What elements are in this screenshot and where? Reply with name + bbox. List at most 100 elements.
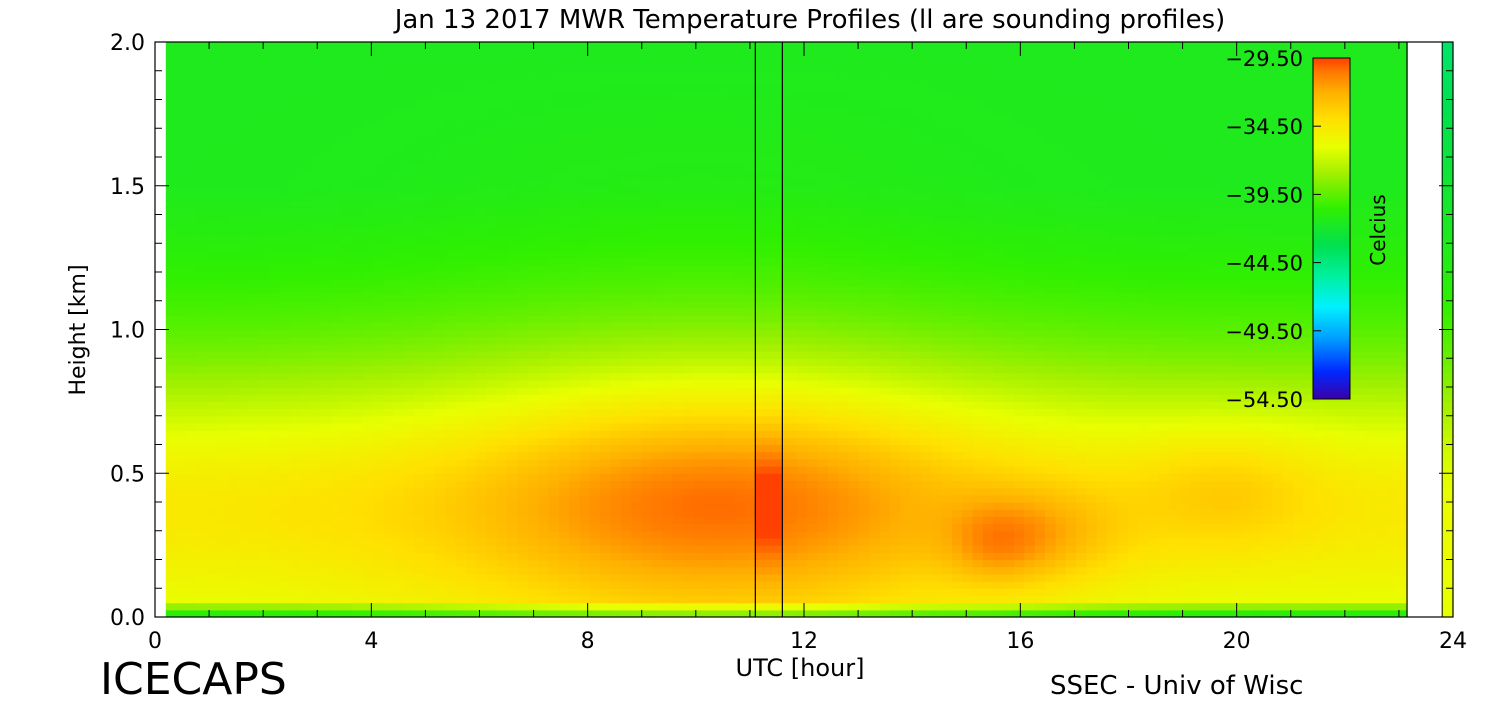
heatmap-cell [734, 307, 746, 316]
heatmap-cell [589, 113, 601, 122]
heatmap-cell [538, 307, 550, 316]
heatmap-cell [465, 588, 477, 597]
heatmap-cell [641, 315, 653, 323]
heatmap-cell [176, 559, 188, 568]
heatmap-cell [403, 336, 415, 345]
heatmap-cell [165, 121, 177, 129]
heatmap-cell [279, 329, 291, 338]
heatmap-cell [496, 221, 508, 230]
heatmap-cell [631, 602, 643, 611]
heatmap-cell [227, 164, 239, 172]
heatmap-cell [217, 394, 229, 402]
heatmap-cell [238, 99, 250, 108]
heatmap-cell [651, 466, 663, 474]
heatmap-cell [176, 466, 188, 474]
heatmap-cell [548, 315, 560, 323]
heatmap-cell [331, 530, 343, 539]
heatmap-cell [320, 480, 332, 489]
heatmap-cell [424, 56, 436, 65]
heatmap-cell [445, 343, 457, 352]
heatmap-cell [465, 545, 477, 553]
heatmap-cell [662, 113, 674, 122]
heatmap-cell [217, 437, 229, 446]
heatmap-cell [207, 171, 219, 180]
heatmap-cell [641, 106, 653, 115]
heatmap-cell [745, 279, 756, 287]
heatmap-cell [227, 573, 239, 582]
heatmap-cell [186, 458, 198, 467]
heatmap-cell [465, 257, 477, 266]
heatmap-cell [734, 42, 746, 50]
heatmap-cell [703, 343, 715, 352]
heatmap-cell [434, 135, 446, 144]
heatmap-cell [424, 379, 436, 388]
heatmap-cell [207, 192, 219, 201]
heatmap-cell [496, 387, 508, 395]
heatmap-cell [662, 106, 674, 115]
heatmap-cell [383, 286, 394, 295]
heatmap-cell [362, 257, 374, 266]
heatmap-cell [279, 502, 291, 510]
heatmap-cell [548, 257, 560, 266]
heatmap-cell [362, 264, 374, 273]
heatmap-cell [165, 401, 177, 410]
heatmap-cell [662, 128, 674, 137]
heatmap-cell [455, 573, 467, 582]
heatmap-cell [745, 243, 756, 252]
heatmap-cell [734, 185, 746, 194]
heatmap-cell [651, 207, 663, 216]
heatmap-cell [279, 228, 291, 237]
heatmap-cell [662, 602, 674, 611]
heatmap-cell [517, 63, 529, 72]
heatmap-cell [227, 257, 239, 266]
heatmap-cell [662, 200, 674, 208]
heatmap-cell [393, 185, 405, 194]
heatmap-cell [455, 293, 467, 302]
heatmap-cell [486, 559, 498, 568]
heatmap-cell [517, 387, 529, 395]
heatmap-cell [372, 286, 384, 295]
heatmap-cell [724, 437, 736, 446]
heatmap-cell [620, 573, 632, 582]
heatmap-cell [362, 171, 374, 180]
heatmap-cell [310, 99, 322, 108]
heatmap-cell [579, 106, 591, 115]
heatmap-cell [796, 559, 808, 568]
heatmap-cell [693, 293, 705, 302]
heatmap-cell [238, 315, 250, 323]
heatmap-cell [434, 444, 446, 453]
heatmap-cell [341, 394, 353, 402]
heatmap-cell [186, 315, 198, 323]
heatmap-cell [186, 365, 198, 374]
heatmap-cell [600, 63, 612, 72]
heatmap-cell [610, 329, 622, 338]
heatmap-cell [600, 537, 612, 546]
heatmap-cell [651, 343, 663, 352]
heatmap-cell [176, 42, 188, 50]
heatmap-cell [651, 164, 663, 172]
heatmap-cell [662, 77, 674, 86]
heatmap-cell [569, 228, 581, 237]
heatmap-cell [786, 473, 798, 482]
heatmap-cell [672, 171, 684, 180]
heatmap-cell [279, 221, 291, 230]
heatmap-cell [786, 387, 798, 395]
heatmap-cell [672, 207, 684, 216]
heatmap-cell [517, 106, 529, 115]
heatmap-cell [403, 552, 415, 561]
heatmap-cell [703, 192, 715, 201]
heatmap-cell [393, 99, 405, 108]
heatmap-cell [600, 49, 612, 57]
heatmap-cell [579, 243, 591, 252]
heatmap-cell [714, 192, 725, 201]
heatmap-cell [569, 609, 581, 617]
heatmap-cell [310, 113, 322, 122]
heatmap-cell [714, 494, 725, 503]
heatmap-cell [455, 387, 467, 395]
heatmap-cell [238, 573, 250, 582]
heatmap-cell [207, 77, 219, 86]
heatmap-cell [176, 243, 188, 252]
heatmap-cell [403, 214, 415, 223]
heatmap-cell [445, 200, 457, 208]
heatmap-cell [331, 336, 343, 345]
